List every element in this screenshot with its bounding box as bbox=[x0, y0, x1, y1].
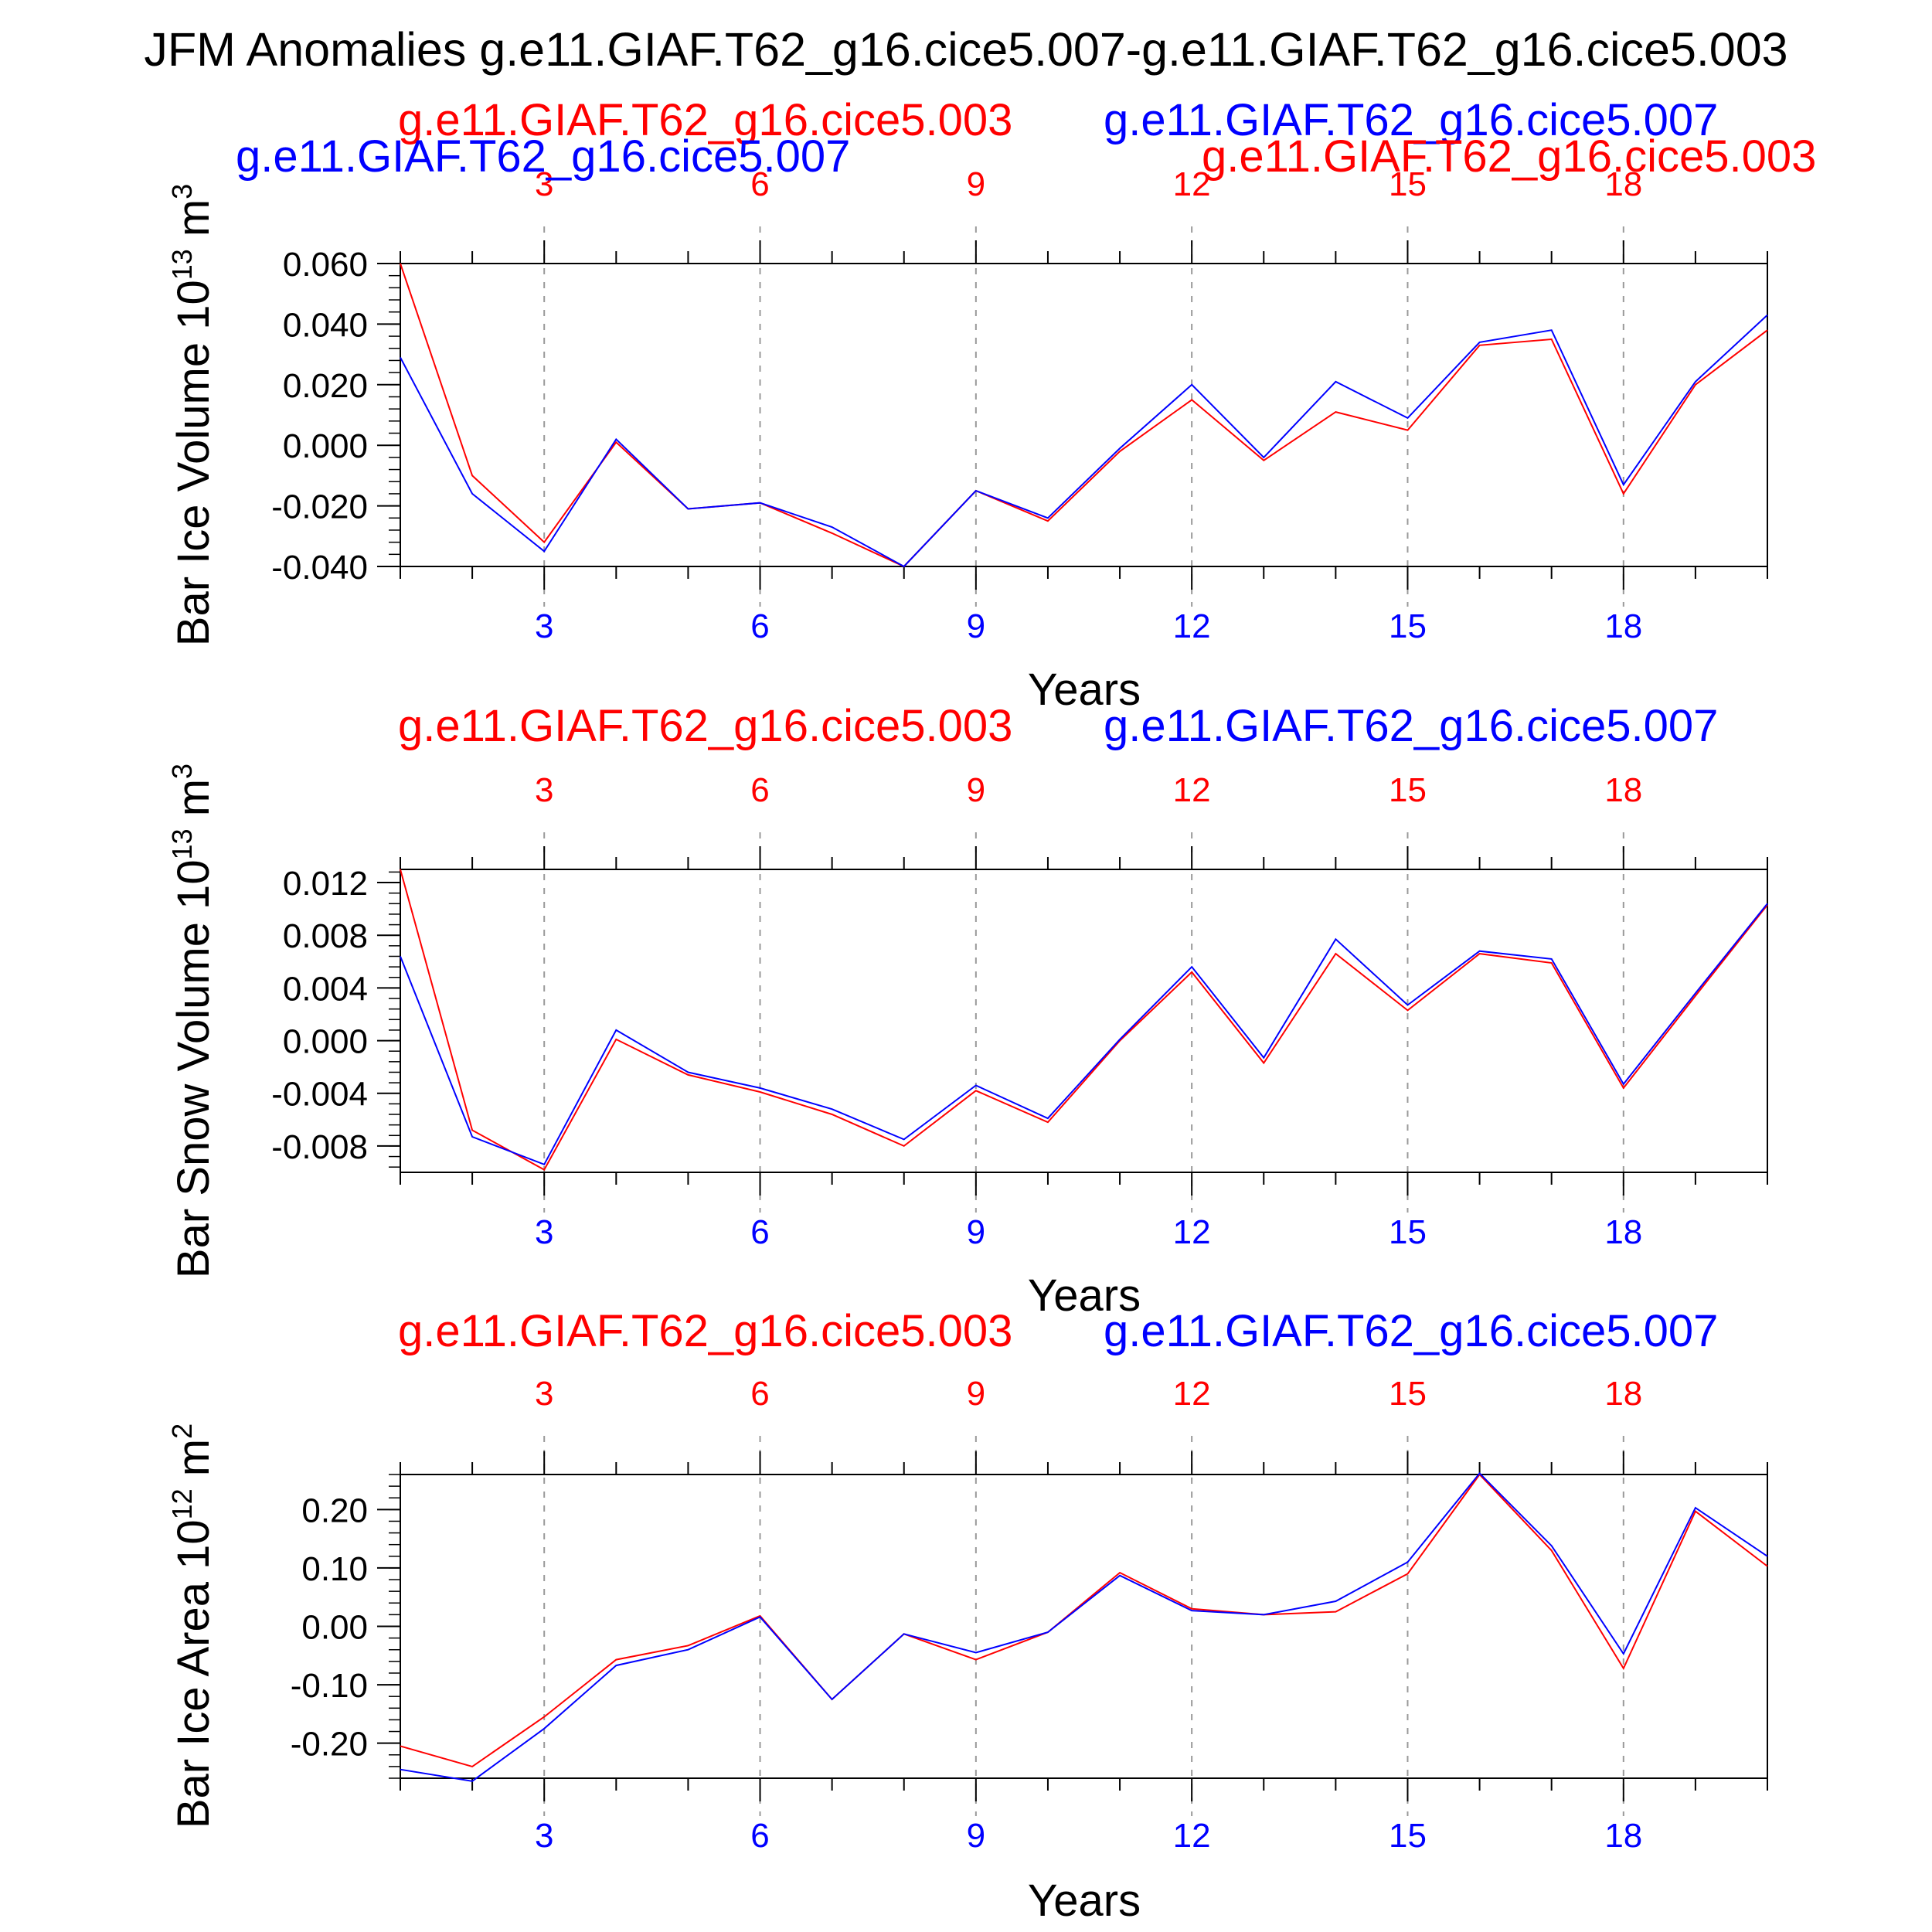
panel3-y-tick-label: 0.20 bbox=[301, 1492, 368, 1529]
panel2-bottom-x-tick-label: 18 bbox=[1604, 1213, 1642, 1251]
panel1-top-x-tick-label: 15 bbox=[1389, 165, 1427, 203]
panel1-plot-frame bbox=[400, 263, 1768, 567]
panel1-bottom-x-tick-label: 15 bbox=[1389, 607, 1427, 645]
panel1-bottom-x-tick-label: 18 bbox=[1604, 607, 1642, 645]
panel2-bottom-x-tick-label: 12 bbox=[1173, 1213, 1211, 1251]
panel3-series-line-007 bbox=[400, 1472, 1768, 1782]
panel1-label-run-003-right: g.e11.GIAF.T62_g16.cice5.003 bbox=[1202, 131, 1816, 182]
panel1-label-run-003: g.e11.GIAF.T62_g16.cice5.003 bbox=[398, 95, 1012, 145]
panel2-bottom-x-tick-label: 6 bbox=[750, 1213, 769, 1251]
panel1-series-line-007 bbox=[400, 314, 1768, 568]
panel1-y-tick-label: 0.060 bbox=[283, 246, 368, 284]
panel2-top-x-tick-label: 6 bbox=[750, 771, 769, 809]
panel2-x-axis-title: Years bbox=[1028, 1270, 1141, 1321]
panel3-bottom-x-tick-label: 18 bbox=[1604, 1817, 1642, 1855]
panel2-series-line-003 bbox=[400, 869, 1768, 1171]
panel2-bottom-x-tick-label: 15 bbox=[1389, 1213, 1427, 1251]
panel2-y-tick-label: -0.008 bbox=[271, 1128, 368, 1166]
panel1-y-tick-label: 0.000 bbox=[283, 427, 368, 465]
panel3-y-axis-title: Bar Ice Area 1012 m2 bbox=[166, 1423, 219, 1828]
panel3-top-x-tick-label: 12 bbox=[1173, 1375, 1211, 1413]
panel2-plot-frame bbox=[400, 869, 1768, 1173]
panel3-bottom-x-tick-label: 9 bbox=[967, 1817, 985, 1855]
panel2-top-x-tick-label: 15 bbox=[1389, 771, 1427, 809]
panel3-bottom-x-tick-label: 3 bbox=[535, 1817, 553, 1855]
panel1-top-x-tick-label: 9 bbox=[967, 165, 985, 203]
panel2-top-x-tick-label: 3 bbox=[535, 771, 553, 809]
panel3-y-tick-label: 0.00 bbox=[301, 1609, 368, 1647]
panel3-x-axis-title: Years bbox=[1028, 1876, 1141, 1926]
panel1-top-x-tick-label: 6 bbox=[750, 165, 769, 203]
panel1-label-run-007-left: g.e11.GIAF.T62_g16.cice5.007 bbox=[236, 131, 850, 182]
panel3-label-run-007: g.e11.GIAF.T62_g16.cice5.007 bbox=[1104, 1306, 1718, 1356]
panel3-plot-frame bbox=[400, 1474, 1768, 1779]
panel3-top-x-tick-label: 9 bbox=[967, 1375, 985, 1413]
panel3-top-x-tick-label: 6 bbox=[750, 1375, 769, 1413]
panel3-y-tick-label: -0.20 bbox=[291, 1726, 368, 1764]
panel1-label-run-007: g.e11.GIAF.T62_g16.cice5.007 bbox=[1104, 95, 1718, 145]
panel3-bottom-x-tick-label: 6 bbox=[750, 1817, 769, 1855]
panel3-series-line-003 bbox=[400, 1473, 1768, 1767]
panel2-y-tick-label: -0.004 bbox=[271, 1076, 368, 1114]
panel2-bottom-x-tick-label: 9 bbox=[967, 1213, 985, 1251]
panel3-y-tick-label: 0.10 bbox=[301, 1550, 368, 1588]
panel1-y-tick-label: 0.020 bbox=[283, 367, 368, 405]
panel1-y-tick-label: 0.040 bbox=[283, 306, 368, 344]
panel1-bottom-x-tick-label: 12 bbox=[1173, 607, 1211, 645]
panel3-bottom-x-tick-label: 12 bbox=[1173, 1817, 1211, 1855]
panel1-top-x-tick-label: 18 bbox=[1604, 165, 1642, 203]
panel1-series-line-003 bbox=[400, 263, 1768, 568]
panel1-x-axis-title: Years bbox=[1028, 665, 1141, 715]
panel1-top-x-tick-label: 12 bbox=[1173, 165, 1211, 203]
panel2-top-x-tick-label: 18 bbox=[1604, 771, 1642, 809]
panel1-y-tick-label: -0.040 bbox=[271, 549, 368, 587]
panel3-top-x-tick-label: 18 bbox=[1604, 1375, 1642, 1413]
panel2-y-tick-label: 0.004 bbox=[283, 970, 368, 1008]
panel2-y-tick-label: 0.012 bbox=[283, 865, 368, 903]
panel3-top-x-tick-label: 3 bbox=[535, 1375, 553, 1413]
panel3-top-x-tick-label: 15 bbox=[1389, 1375, 1427, 1413]
panel1-bottom-x-tick-label: 6 bbox=[750, 607, 769, 645]
panel3-label-run-003: g.e11.GIAF.T62_g16.cice5.003 bbox=[398, 1306, 1012, 1356]
panel2-label-run-007: g.e11.GIAF.T62_g16.cice5.007 bbox=[1104, 701, 1718, 751]
panel1-bottom-x-tick-label: 9 bbox=[967, 607, 985, 645]
panel2-y-axis-title: Bar Snow Volume 1013 m3 bbox=[166, 764, 219, 1278]
panel1-bottom-x-tick-label: 3 bbox=[535, 607, 553, 645]
panel2-y-tick-label: 0.000 bbox=[283, 1023, 368, 1061]
panel1-y-axis-title: Bar Ice Volume 1013 m3 bbox=[166, 184, 219, 646]
figure-title: JFM Anomalies g.e11.GIAF.T62_g16.cice5.0… bbox=[144, 23, 1787, 76]
panel3-y-tick-label: -0.10 bbox=[291, 1667, 368, 1705]
panel2-label-run-003: g.e11.GIAF.T62_g16.cice5.003 bbox=[398, 701, 1012, 751]
panel1-y-tick-label: -0.020 bbox=[271, 488, 368, 526]
panel3-bottom-x-tick-label: 15 bbox=[1389, 1817, 1427, 1855]
panel2-bottom-x-tick-label: 3 bbox=[535, 1213, 553, 1251]
panel1-top-x-tick-label: 3 bbox=[535, 165, 553, 203]
panel2-top-x-tick-label: 12 bbox=[1173, 771, 1211, 809]
panel2-y-tick-label: 0.008 bbox=[283, 917, 368, 955]
panel2-top-x-tick-label: 9 bbox=[967, 771, 985, 809]
panel2-series-line-007 bbox=[400, 903, 1768, 1166]
